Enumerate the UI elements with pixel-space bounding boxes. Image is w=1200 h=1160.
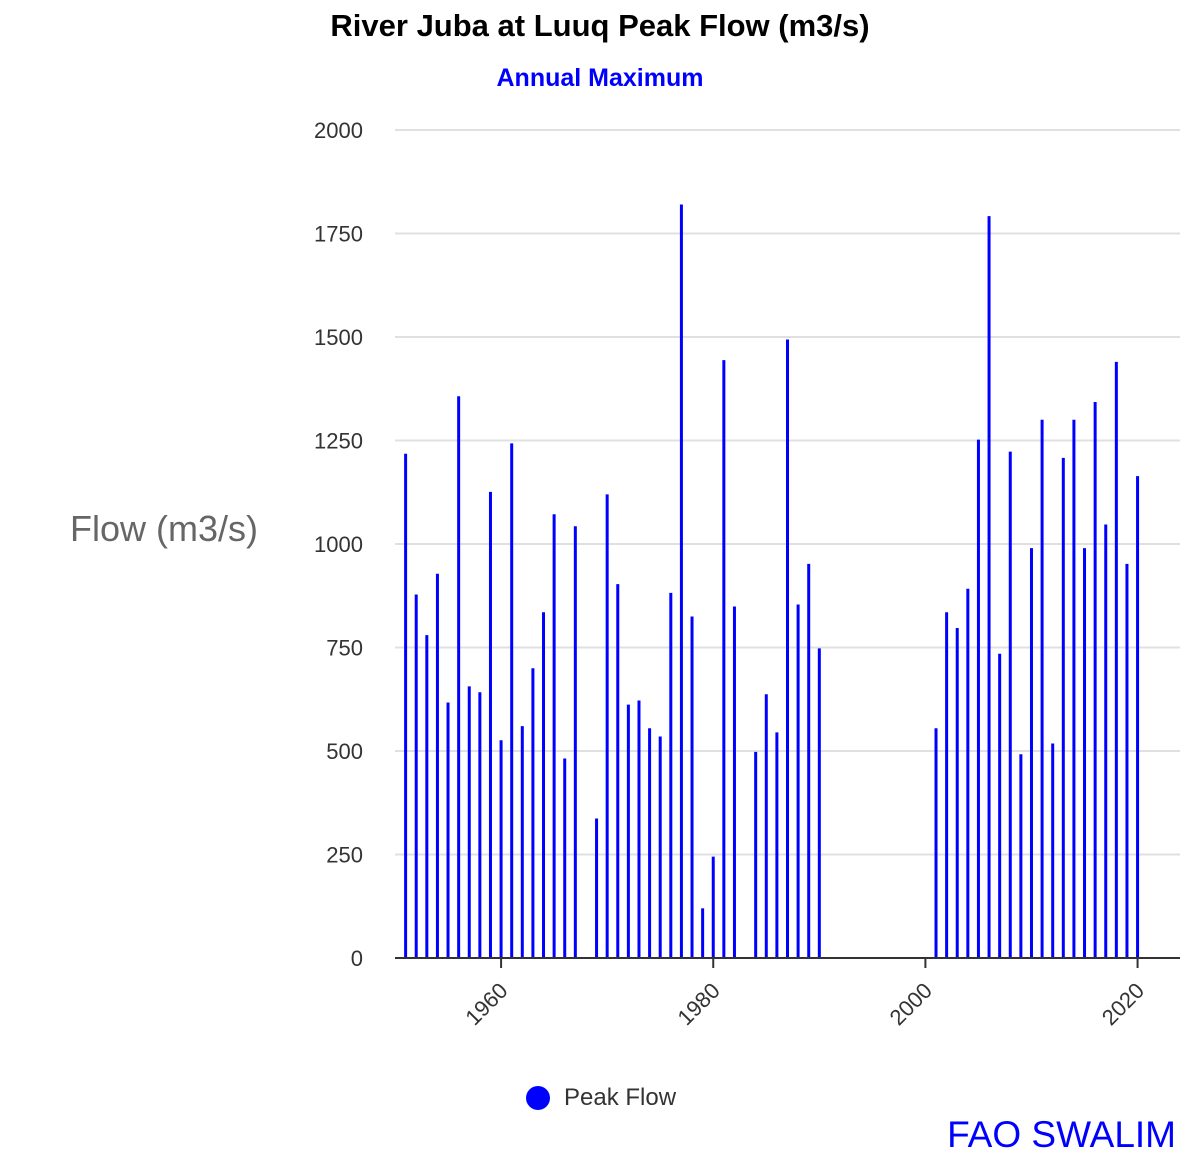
x-tick-label: 2020 [1097,978,1149,1030]
x-tick-label: 2000 [885,978,937,1030]
x-tick-label: 1960 [460,978,512,1030]
y-tick-label: 1250 [314,429,363,454]
y-tick-label: 0 [351,946,363,971]
legend[interactable]: Peak Flow [526,1084,676,1112]
y-tick-label: 1000 [314,532,363,557]
legend-label: Peak Flow [564,1084,677,1111]
y-tick-label: 1750 [314,222,363,247]
y-tick-label: 250 [326,843,363,868]
y-tick-label: 2000 [314,118,363,143]
chart-title: River Juba at Luuq Peak Flow (m3/s) [330,8,870,43]
y-tick-label: 1500 [314,325,363,350]
chart-subtitle: Annual Maximum [496,64,704,92]
legend-marker-icon [526,1086,550,1110]
x-tick-label: 1980 [672,978,724,1030]
y-tick-label: 500 [326,739,363,764]
y-tick-label: 750 [326,636,363,661]
y-axis-label: Flow (m3/s) [70,508,258,549]
source-label: FAO SWALIM [947,1114,1176,1155]
